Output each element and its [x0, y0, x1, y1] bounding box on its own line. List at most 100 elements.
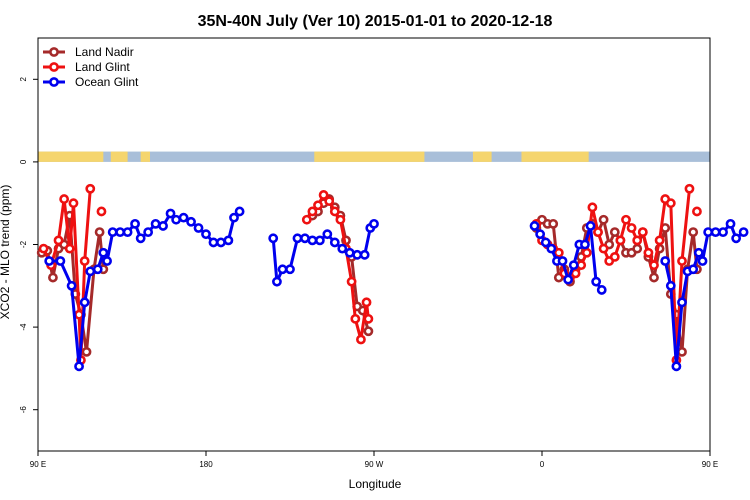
- ocean-glint-point: [731, 233, 742, 244]
- ocean-glint-point: [208, 237, 219, 248]
- ocean-glint-point: [738, 227, 749, 238]
- land-glint-point: [649, 260, 659, 271]
- ocean-glint-point: [92, 264, 103, 275]
- ocean-glint-point: [369, 218, 379, 229]
- ocean-glint-point: [665, 280, 676, 291]
- ocean-glint-point: [277, 264, 288, 275]
- y-tick-label-3: 0: [19, 159, 28, 164]
- y-tick-label-1: -4: [19, 323, 28, 331]
- series-land-nadir: [36, 194, 702, 357]
- chart-title: 35N-40N July (Ver 10) 2015-01-01 to 2020…: [198, 13, 553, 30]
- y-tick-label-2: -2: [19, 240, 28, 248]
- x-tick-label-3: 0: [540, 460, 545, 469]
- ocean-glint-point: [710, 227, 721, 238]
- ocean-glint-point: [272, 276, 282, 287]
- ocean-glint-point: [307, 235, 318, 246]
- land-glint-point: [96, 206, 107, 217]
- land-nadir-point: [598, 214, 609, 225]
- ocean-glint-point: [352, 249, 363, 260]
- land-nadir-point: [688, 227, 699, 238]
- land-glint-point: [74, 309, 84, 320]
- ocean-glint-point: [229, 212, 239, 223]
- land-glint-point: [356, 334, 366, 345]
- ocean-glint-point: [171, 214, 182, 225]
- ocean-glint-line-3: [663, 222, 745, 368]
- land-glint-point: [593, 227, 603, 238]
- ocean-glint-point: [697, 256, 708, 266]
- land-glint-point: [318, 190, 329, 200]
- land-glint-point: [570, 268, 581, 279]
- ocean-glint-point: [563, 274, 574, 285]
- land-nadir-point: [632, 243, 643, 254]
- land-glint-point: [553, 247, 564, 258]
- land-nadir-point: [548, 218, 559, 229]
- x-tick-label-1: 180: [199, 460, 213, 469]
- land-glint-point: [324, 196, 335, 207]
- ocean-glint-point: [359, 249, 370, 260]
- legend-marker-ocean-glint: [49, 77, 59, 87]
- ocean-glint-point: [568, 260, 579, 271]
- ocean-glint-point: [285, 264, 295, 275]
- ocean-glint-point: [102, 256, 112, 266]
- series-ocean-glint: [44, 206, 749, 372]
- y-axis-label: XCO2 - MLO trend (ppm): [0, 185, 12, 320]
- ocean-glint-point: [596, 285, 607, 295]
- series-land-glint: [38, 183, 702, 366]
- ocean-glint-point: [150, 218, 161, 229]
- land-segment-1: [110, 151, 128, 162]
- legend-label-ocean-glint: Ocean Glint: [75, 75, 139, 89]
- land-segment-4: [472, 151, 492, 162]
- ocean-glint-point: [234, 206, 245, 217]
- ocean-glint-point: [344, 247, 355, 258]
- land-glint-point: [632, 235, 643, 246]
- x-tick-label-2: 90 W: [365, 460, 384, 469]
- ocean-glint-point: [529, 221, 540, 231]
- land-glint-point: [609, 251, 620, 262]
- land-ocean-strip: [38, 151, 710, 162]
- legend-label-land-nadir: Land Nadir: [75, 45, 134, 59]
- x-tick-label-4: 90 E: [702, 460, 718, 469]
- land-glint-point: [654, 235, 665, 246]
- ocean-glint-point: [193, 223, 204, 233]
- ocean-glint-point: [337, 243, 348, 254]
- ocean-glint-point: [688, 264, 699, 275]
- land-glint-point: [581, 247, 592, 258]
- ocean-glint-point: [165, 208, 176, 219]
- ocean-glint-point: [98, 247, 109, 258]
- y-tick-label-0: -6: [19, 406, 28, 414]
- land-segment-3: [314, 151, 425, 162]
- ocean-glint-point: [186, 216, 196, 227]
- land-glint-point: [684, 183, 695, 194]
- ocean-glint-point: [540, 237, 551, 248]
- ocean-glint-point: [44, 256, 55, 266]
- ocean-glint-point: [314, 235, 325, 246]
- ocean-glint-point: [580, 239, 590, 250]
- land-nadir-point: [677, 346, 687, 357]
- ocean-glint-point: [725, 218, 736, 229]
- land-glint-point: [346, 276, 357, 287]
- land-glint-point: [626, 223, 637, 233]
- ocean-glint-point: [143, 227, 154, 238]
- land-nadir-point: [363, 326, 374, 337]
- ocean-glint-point: [122, 227, 133, 238]
- land-glint-point: [79, 256, 90, 266]
- land-glint-point: [643, 247, 654, 258]
- land-glint-point: [692, 206, 702, 217]
- land-glint-point: [665, 198, 676, 209]
- land-glint-point: [350, 313, 361, 324]
- land-segment-2: [140, 151, 150, 162]
- ocean-glint-point: [268, 233, 279, 244]
- land-glint-point: [313, 200, 323, 211]
- land-glint-point: [637, 227, 648, 238]
- ocean-glint-point: [201, 229, 211, 240]
- ocean-glint-point: [546, 243, 557, 254]
- y-axis: -6 -4 -2 0 2: [19, 77, 38, 414]
- land-glint-point: [598, 243, 609, 254]
- y-tick-label-4: 2: [19, 77, 28, 82]
- ocean-glint-point: [55, 256, 66, 266]
- land-glint-point: [615, 235, 626, 246]
- land-glint-point: [361, 297, 372, 308]
- land-nadir-point: [649, 272, 659, 283]
- land-nadir-point: [48, 272, 58, 283]
- legend-marker-land-glint: [49, 62, 59, 72]
